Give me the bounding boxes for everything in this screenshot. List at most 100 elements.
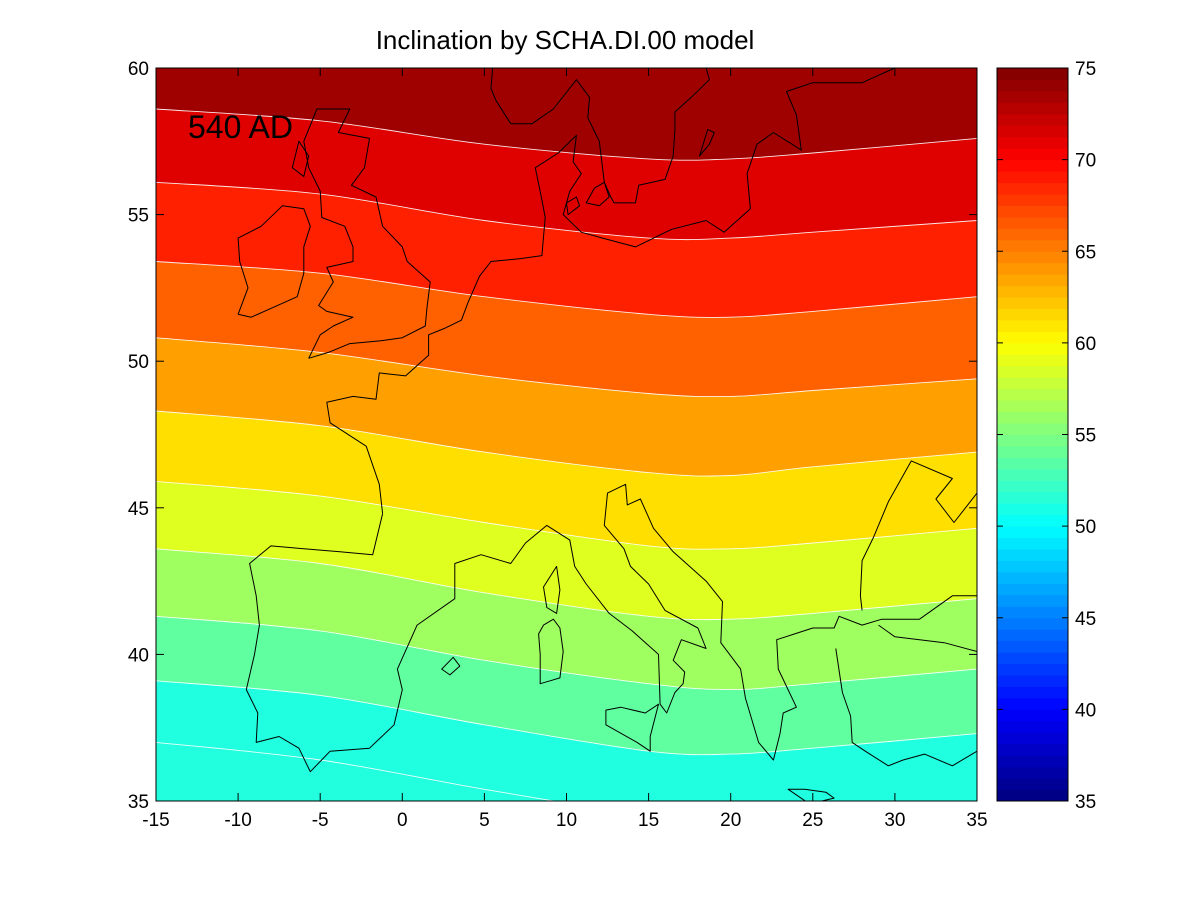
colorbar-step xyxy=(997,193,1068,206)
colorbar-step xyxy=(997,182,1068,195)
colorbar-step xyxy=(997,675,1068,687)
coastline-segment xyxy=(603,68,710,204)
colorbar-step xyxy=(997,594,1068,607)
x-tick-label: 35 xyxy=(966,810,987,831)
colorbar-tick-label: 50 xyxy=(1075,517,1096,538)
island-outline xyxy=(787,788,835,801)
colorbar-tick-label: 35 xyxy=(1075,792,1096,813)
x-tick-label: 30 xyxy=(884,810,905,831)
colorbar-tick-label: 40 xyxy=(1075,700,1096,721)
colorbar-step xyxy=(997,709,1068,722)
colorbar-step xyxy=(997,491,1068,504)
contour-line-67.5 xyxy=(156,261,977,318)
colorbar-step xyxy=(997,205,1068,218)
x-tick-label: 10 xyxy=(556,810,577,831)
x-tick-label: -15 xyxy=(142,810,169,831)
colorbar-step xyxy=(997,228,1068,241)
colorbar-step xyxy=(997,102,1068,115)
colorbar-tick-label: 55 xyxy=(1075,426,1096,447)
colorbar-step xyxy=(997,789,1068,802)
chart-title: Inclination by SCHA.DI.00 model xyxy=(376,25,755,55)
colorbar-step xyxy=(997,686,1068,699)
colorbar-step xyxy=(997,480,1068,493)
colorbar-step xyxy=(997,251,1068,264)
colorbar-step xyxy=(997,606,1068,619)
colorbar-step xyxy=(997,411,1068,424)
colorbar-step xyxy=(997,113,1068,126)
colorbar-step xyxy=(997,526,1068,539)
x-tick-label: 25 xyxy=(802,810,823,831)
island-outline xyxy=(699,129,715,157)
colorbar-tick-label: 65 xyxy=(1075,242,1096,263)
colorbar-step xyxy=(997,468,1068,481)
x-tick-label: 20 xyxy=(720,810,741,831)
colorbar-step xyxy=(997,377,1068,390)
coastline-segment xyxy=(878,624,977,652)
colorbar-step xyxy=(997,308,1068,321)
coastline-segment xyxy=(303,108,431,359)
colorbar-step xyxy=(997,148,1068,161)
colorbar-tick-label: 75 xyxy=(1075,59,1096,80)
x-tick-label: 0 xyxy=(397,810,408,831)
colorbar-step xyxy=(997,503,1068,516)
coastlines xyxy=(237,68,977,801)
colorbar-step xyxy=(997,354,1068,367)
colorbar-tick-label: 70 xyxy=(1075,151,1096,172)
colorbar-step xyxy=(997,319,1068,332)
colorbar-step xyxy=(997,640,1068,653)
x-tick-label: -10 xyxy=(224,810,251,831)
colorbar-step xyxy=(997,766,1068,779)
colorbar-tick-label: 45 xyxy=(1075,609,1096,630)
colorbar-step xyxy=(997,445,1068,458)
colorbar-step xyxy=(997,778,1068,791)
colorbar-step xyxy=(997,560,1068,573)
colorbar-tick-label: 60 xyxy=(1075,334,1096,355)
y-tick-label: 55 xyxy=(128,206,149,227)
colorbar-step xyxy=(997,549,1068,561)
colorbar-step xyxy=(997,743,1068,756)
island-outline xyxy=(585,181,610,207)
colorbar-step xyxy=(997,125,1068,138)
colorbar-step xyxy=(997,629,1068,642)
colorbar-step xyxy=(997,159,1068,172)
colorbar-step xyxy=(997,68,1068,80)
x-tick-label: 15 xyxy=(638,810,659,831)
colorbar-step xyxy=(997,514,1068,527)
contour-line-55 xyxy=(156,615,977,691)
band-fill-above-72.5 xyxy=(156,68,977,161)
contour-line-65 xyxy=(156,337,977,398)
coastline-segment xyxy=(859,460,977,611)
colorbar-step xyxy=(997,388,1068,401)
colorbar-step xyxy=(997,262,1068,275)
colorbar-step xyxy=(997,537,1068,550)
colorbar-step xyxy=(997,697,1068,710)
x-tick-label: 5 xyxy=(479,810,490,831)
colorbar-step xyxy=(997,365,1068,378)
colorbar: 35 40 45 50 55 60 65 70 75 xyxy=(996,59,1096,813)
colorbar-step xyxy=(997,171,1068,184)
colorbar-step xyxy=(997,457,1068,470)
island-outline xyxy=(291,140,310,177)
colorbar-step xyxy=(997,617,1068,630)
colorbar-step xyxy=(997,652,1068,665)
coastline-segment xyxy=(326,68,896,514)
coastline-segment xyxy=(245,483,977,773)
colorbar-step xyxy=(997,720,1068,733)
contour-line-50 xyxy=(156,741,977,801)
colorbar-step xyxy=(997,274,1068,287)
colorbar-step xyxy=(997,285,1068,298)
y-tick-label: 35 xyxy=(128,792,149,813)
y-tick-label: 45 xyxy=(128,499,149,520)
island-outline xyxy=(605,703,659,752)
contour-lines xyxy=(156,108,977,801)
colorbar-step xyxy=(997,90,1068,103)
colorbar-step xyxy=(997,583,1068,596)
colorbar-step xyxy=(997,216,1068,229)
era-annotation: 540 AD xyxy=(188,109,293,145)
island-outline xyxy=(566,196,581,216)
y-tick-label: 60 xyxy=(128,59,149,80)
contour-line-72.5 xyxy=(156,108,977,161)
x-tick-label: -5 xyxy=(312,810,329,831)
island-outline xyxy=(543,565,561,614)
